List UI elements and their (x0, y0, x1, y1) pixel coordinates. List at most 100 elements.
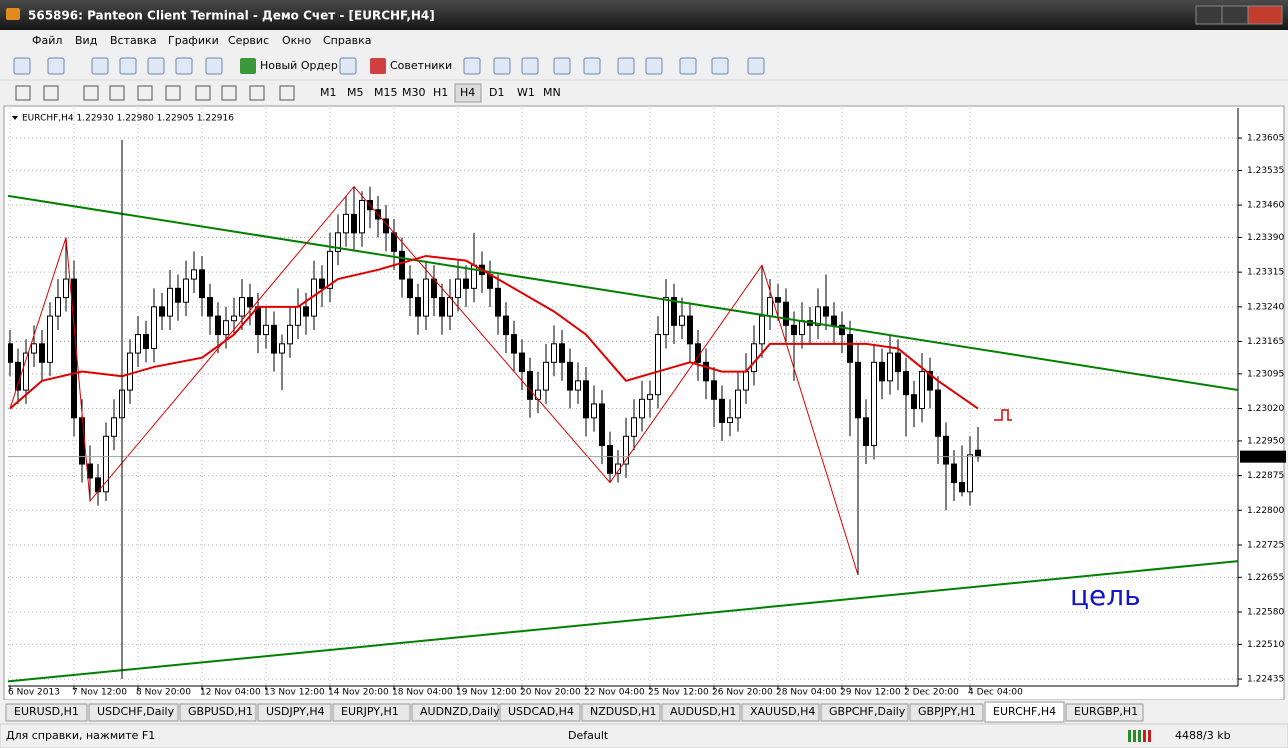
tab[interactable] (909, 703, 984, 722)
tab-label[interactable]: AUDUSD,H1 (670, 705, 736, 718)
tab[interactable] (984, 701, 1065, 723)
menu-item[interactable]: Окно (282, 34, 311, 47)
tab[interactable] (88, 703, 179, 722)
candle-body (839, 324, 845, 336)
tool-icon[interactable] (165, 85, 181, 101)
tool-icon[interactable] (249, 85, 265, 101)
menu-item[interactable]: Вид (75, 34, 98, 47)
tab[interactable] (499, 703, 581, 722)
tab-label[interactable]: GBPUSD,H1 (188, 705, 253, 718)
timeframe-button[interactable]: M5 (347, 86, 364, 99)
toolbar-icon[interactable] (205, 57, 223, 75)
candle-body (655, 334, 661, 396)
timeframe-button[interactable]: MN (543, 86, 561, 99)
toolbar-icon[interactable] (493, 57, 511, 75)
menu-item[interactable]: Графики (168, 34, 219, 47)
status-profile: Default (568, 729, 609, 742)
tab[interactable] (5, 703, 88, 722)
tool-icon[interactable] (83, 85, 99, 101)
tab[interactable] (1065, 703, 1144, 722)
y-tick-label: 1.23165 (1247, 337, 1284, 347)
candle-body (23, 352, 29, 391)
close-button[interactable] (1247, 5, 1283, 25)
candle-body (687, 315, 693, 345)
candle-body (423, 278, 429, 317)
tab-label[interactable]: EURCHF,H4 (993, 705, 1056, 718)
toolbar-icon[interactable] (240, 58, 256, 74)
tool-icon[interactable] (195, 85, 211, 101)
toolbar-icon[interactable] (747, 57, 765, 75)
candle-body (775, 297, 781, 303)
candle-body (615, 463, 621, 474)
toolbar-icon[interactable] (91, 57, 109, 75)
toolbar-icon[interactable] (119, 57, 137, 75)
tab-label[interactable]: EURJPY,H1 (341, 705, 399, 718)
timeframe-button[interactable]: M15 (374, 86, 398, 99)
menu-item[interactable]: Вставка (110, 34, 157, 47)
toolbar-button[interactable]: Советники (390, 59, 452, 72)
toolbar-button[interactable]: Новый Ордер (260, 59, 338, 72)
timeframe-button[interactable]: M30 (402, 86, 426, 99)
candle-body (415, 297, 421, 317)
tab-label[interactable]: USDJPY,H4 (266, 705, 325, 718)
toolbar-icon[interactable] (679, 57, 697, 75)
tab-label[interactable]: XAUUSD,H4 (750, 705, 815, 718)
tab[interactable] (257, 703, 332, 722)
timeframe-button[interactable]: W1 (517, 86, 535, 99)
tool-icon[interactable] (109, 85, 125, 101)
timeframe-button[interactable]: D1 (489, 86, 504, 99)
candle-body (167, 287, 173, 317)
tool-icon[interactable] (279, 85, 295, 101)
tool-icon[interactable] (43, 85, 59, 101)
candle-body (791, 324, 797, 336)
toolbar-icon[interactable] (13, 57, 31, 75)
candle-body (559, 343, 565, 363)
tab-label[interactable]: USDCHF,Daily (97, 705, 175, 718)
tab[interactable] (661, 703, 741, 722)
menu-item[interactable]: Справка (323, 34, 371, 47)
toolbar-icon[interactable] (617, 57, 635, 75)
x-tick-label: 4 Dec 04:00 (968, 688, 1023, 698)
menu-item[interactable]: Файл (32, 34, 62, 47)
toolbar-icon[interactable] (645, 57, 663, 75)
tool-icon[interactable] (15, 85, 31, 101)
tab-label[interactable]: GBPCHF,Daily (829, 705, 906, 718)
candle-body (975, 449, 981, 458)
tab-label[interactable]: EURGBP,H1 (1074, 705, 1138, 718)
toolbar-icon[interactable] (521, 57, 539, 75)
toolbar-icon[interactable] (175, 57, 193, 75)
tab[interactable] (741, 703, 820, 722)
tab[interactable] (581, 703, 661, 722)
timeframe-button[interactable]: H4 (460, 86, 475, 99)
timeframe-button[interactable]: M1 (320, 86, 337, 99)
candle-body (287, 324, 293, 345)
toolbar-icon[interactable] (583, 57, 601, 75)
tab[interactable] (411, 703, 499, 722)
tab-label[interactable]: USDCAD,H4 (508, 705, 574, 718)
menu-item[interactable]: Сервис (228, 34, 269, 47)
tab-label[interactable]: EURUSD,H1 (14, 705, 79, 718)
toolbar-icon[interactable] (553, 57, 571, 75)
minimize-button[interactable] (1195, 5, 1223, 25)
toolbar-icon[interactable] (370, 58, 386, 74)
tab[interactable] (332, 703, 411, 722)
toolbar-icon[interactable] (711, 57, 729, 75)
timeframe-button[interactable]: H1 (433, 86, 448, 99)
toolbar-icon[interactable] (339, 57, 357, 75)
bid-label: 1.22916 (1244, 452, 1281, 462)
toolbar-icon[interactable] (147, 57, 165, 75)
tab-label[interactable]: GBPJPY,H1 (918, 705, 976, 718)
tab-label[interactable]: NZDUSD,H1 (590, 705, 657, 718)
tab-label[interactable]: AUDNZD,Daily (420, 705, 500, 718)
tab[interactable] (820, 703, 909, 722)
toolbar-icon[interactable] (463, 57, 481, 75)
toolbar-icon[interactable] (47, 57, 65, 75)
candle-body (263, 324, 269, 336)
chart-menu-arrow[interactable] (12, 116, 18, 120)
tool-icon[interactable] (137, 85, 153, 101)
tab[interactable] (179, 703, 257, 722)
maximize-button[interactable] (1221, 5, 1249, 25)
tool-icon[interactable] (221, 85, 237, 101)
window-title: 565896: Panteon Client Terminal - Демо С… (28, 9, 435, 23)
candle-body (735, 389, 741, 419)
